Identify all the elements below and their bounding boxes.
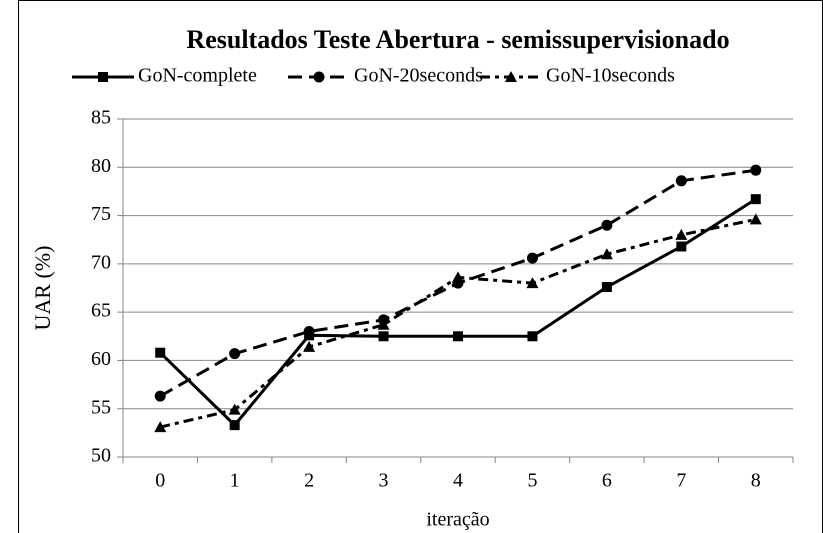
- marker: [378, 331, 389, 342]
- marker: [228, 403, 241, 415]
- y-tick-label: 60: [91, 348, 111, 370]
- marker: [526, 277, 539, 289]
- legend-label: GoN-20seconds: [354, 65, 483, 87]
- marker: [750, 194, 761, 205]
- marker: [601, 282, 612, 293]
- x-tick-label: 5: [527, 470, 537, 492]
- legend-label: GoN-complete: [138, 65, 257, 87]
- chart-frame: [18, 0, 823, 533]
- chart-title: Resultados Teste Abertura - semissupervi…: [186, 25, 729, 54]
- marker: [155, 347, 166, 358]
- x-tick-label: 4: [453, 470, 463, 492]
- marker: [675, 175, 687, 187]
- marker: [453, 331, 463, 342]
- y-tick-label: 65: [91, 300, 111, 322]
- marker: [749, 213, 762, 225]
- marker: [229, 420, 240, 431]
- x-tick-label: 8: [751, 470, 761, 492]
- marker: [377, 318, 390, 330]
- y-tick-label: 85: [91, 107, 111, 129]
- marker: [313, 71, 325, 83]
- marker: [505, 71, 517, 82]
- y-tick-label: 70: [91, 251, 111, 273]
- x-tick-label: 6: [602, 470, 612, 492]
- marker: [452, 271, 464, 283]
- marker: [601, 219, 613, 231]
- y-tick-label: 55: [91, 396, 111, 418]
- marker: [229, 348, 241, 360]
- marker: [98, 72, 108, 82]
- marker: [303, 325, 315, 337]
- legend-label: GoN-10seconds: [546, 65, 675, 87]
- y-tick-label: 75: [91, 203, 111, 225]
- x-tick-label: 2: [304, 470, 314, 492]
- marker: [154, 390, 166, 402]
- y-tick-label: 80: [91, 155, 111, 177]
- x-tick-label: 3: [379, 470, 389, 492]
- marker: [675, 228, 688, 240]
- marker: [154, 421, 167, 433]
- marker: [526, 252, 538, 264]
- x-tick-label: 7: [676, 470, 686, 492]
- marker: [303, 340, 316, 352]
- x-tick-label: 0: [155, 470, 165, 492]
- y-axis-label: UAR (%): [30, 246, 55, 331]
- x-axis-label: iteração: [426, 509, 489, 531]
- marker: [600, 248, 613, 260]
- y-tick-label: 50: [91, 445, 111, 467]
- marker: [676, 241, 687, 252]
- marker: [750, 164, 762, 176]
- marker: [527, 331, 538, 342]
- x-tick-label: 1: [230, 470, 240, 492]
